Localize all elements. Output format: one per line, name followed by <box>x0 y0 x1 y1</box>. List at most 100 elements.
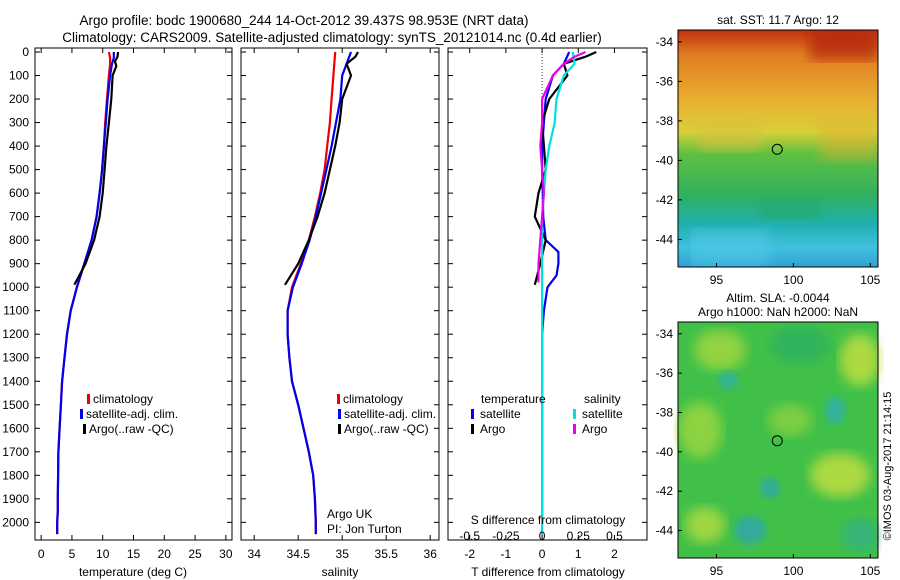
difference-panel: -2 -1 0 1 2 -0.5 -0.25 0 0.25 0.5 S difference fr… <box>447 47 648 579</box>
salinity-panel: 34 34.5 35 35.5 36 salinity climatology sate… <box>240 47 440 579</box>
x-tick-label: 25 <box>188 547 202 561</box>
x-tick-label: 15 <box>127 547 141 561</box>
sla-map-title-line2: Argo h1000: NaN h2000: NaN <box>698 305 858 319</box>
x-tick-label: -2 <box>464 547 475 561</box>
x-tick-label-salinity: -0.5 <box>459 529 480 543</box>
y-tick-label: 200 <box>9 92 29 106</box>
difference-legend-s-satellite: satellite <box>582 407 623 421</box>
difference-legend-s-argo: Argo <box>582 422 608 436</box>
legend-swatch-argo <box>338 424 341 434</box>
y-tick-label: 1300 <box>2 351 29 365</box>
legend-swatch-argo <box>83 424 86 434</box>
y-tick-label: 400 <box>9 139 29 153</box>
x-tick-label: 0 <box>38 547 45 561</box>
series-line-climatology <box>56 51 112 535</box>
map-x-tick-label: 95 <box>710 564 724 578</box>
y-tick-label: 1500 <box>2 398 29 412</box>
temperature-legend-argo: Argo(..raw -QC) <box>89 422 174 436</box>
series-line-argo-raw-qc- <box>73 51 120 286</box>
salinity-legend-satellite: satellite-adj. clim. <box>344 407 436 421</box>
header-line2: Climatology: CARS2009. Satellite-adjuste… <box>62 30 602 45</box>
salinity-legend: climatology satellite-adj. clim. Argo(..… <box>337 392 436 436</box>
map-x-tick-label: 105 <box>860 273 880 287</box>
salinity-annotation-line1: Argo UK <box>327 507 372 521</box>
temperature-legend-climatology: climatology <box>93 392 153 406</box>
header-line1: Argo profile: bodc 1900680_244 14-Oct-20… <box>79 13 528 28</box>
x-tick-label: 0 <box>539 547 546 561</box>
salinity-axes-frame <box>240 47 440 541</box>
legend-swatch-t-satellite <box>471 409 474 419</box>
salinity-xlabel: salinity <box>322 565 359 579</box>
difference-legend: temperature salinity satellite Argo sate… <box>471 392 623 436</box>
y-tick-label: 1600 <box>2 421 29 435</box>
temperature-legend-satellite: satellite-adj. clim. <box>86 407 178 421</box>
map-y-tick-label: -34 <box>656 35 674 49</box>
map-y-tick-label: -40 <box>656 153 674 167</box>
x-tick-label: 36 <box>424 547 438 561</box>
sst-map-argo-marker <box>771 143 783 155</box>
sst-map-texture <box>690 30 878 267</box>
series-line-satellite-adj-clim- <box>56 52 115 535</box>
x-tick-label: 2 <box>611 547 618 561</box>
series-line-argo-raw-qc- <box>284 51 359 286</box>
map-y-tick-label: -38 <box>656 114 674 128</box>
map-x-tick-label: 100 <box>783 273 803 287</box>
map-x-tick-label: 105 <box>860 564 880 578</box>
legend-swatch-climatology <box>337 394 340 404</box>
sst-map-frame <box>677 29 879 268</box>
x-tick-label: 10 <box>96 547 110 561</box>
series-line-argo <box>537 50 586 283</box>
x-tick-label-salinity: -0.25 <box>492 529 520 543</box>
sst-map-ticks: 95 100 105 -34 -36 -38 -40 -42 -44 <box>656 35 881 287</box>
difference-plot-area <box>533 48 597 540</box>
temperature-ticks: 0 5 10 15 20 25 300100200300400500600700800900… <box>2 45 233 561</box>
salinity-legend-argo: Argo(..raw -QC) <box>344 422 429 436</box>
credit-text: ©IMOS 03-Aug-2017 21:14:15 <box>882 392 894 541</box>
map-y-tick-label: -38 <box>656 405 674 419</box>
temperature-xlabel: temperature (deg C) <box>79 565 187 579</box>
difference-legend-t-argo: Argo <box>480 422 506 436</box>
y-tick-label: 0 <box>22 45 29 59</box>
temperature-panel: 0 5 10 15 20 25 300100200300400500600700800900… <box>2 45 233 579</box>
x-tick-label: 35.5 <box>375 547 399 561</box>
y-tick-label: 1800 <box>2 468 29 482</box>
series-line-argo <box>533 50 597 286</box>
difference-xlabel: T difference from climatology <box>471 565 625 579</box>
x-tick-label: 30 <box>219 547 233 561</box>
y-tick-label: 1900 <box>2 492 29 506</box>
sla-map-ticks: 95 100 105 -34 -36 -38 -40 -42 -44 <box>656 327 881 578</box>
x-tick-label: 34 <box>248 547 262 561</box>
difference-ticks: -2 -1 0 1 2 -0.5 -0.25 0 0.25 0.5 <box>448 48 647 561</box>
legend-swatch-s-argo <box>573 424 576 434</box>
map-y-tick-label: -36 <box>656 366 674 380</box>
y-tick-label: 1400 <box>2 374 29 388</box>
x-tick-label: 34.5 <box>287 547 311 561</box>
map-x-tick-label: 95 <box>710 273 724 287</box>
map-y-tick-label: -34 <box>656 327 674 341</box>
y-tick-label: 700 <box>9 210 29 224</box>
y-tick-label: 1700 <box>2 445 29 459</box>
temperature-plot-area <box>56 51 120 535</box>
map-y-tick-label: -36 <box>656 74 674 88</box>
y-tick-label: 100 <box>9 69 29 83</box>
x-tick-label: 1 <box>575 547 582 561</box>
salinity-ticks: 34 34.5 35 35.5 36 <box>241 48 439 561</box>
y-tick-label: 600 <box>9 186 29 200</box>
legend-swatch-s-satellite <box>573 409 576 419</box>
map-y-tick-label: -42 <box>656 193 674 207</box>
sst-map-title: sat. SST: 11.7 Argo: 12 <box>717 13 839 27</box>
sla-map-argo-marker <box>771 435 783 447</box>
salinity-legend-climatology: climatology <box>343 392 403 406</box>
map-x-tick-label: 100 <box>783 564 803 578</box>
map-y-tick-label: -44 <box>656 523 674 537</box>
y-tick-label: 300 <box>9 116 29 130</box>
temperature-axes-frame <box>34 47 233 541</box>
y-tick-label: 1000 <box>2 280 29 294</box>
x-tick-label: -1 <box>501 547 512 561</box>
difference-legend-t-satellite: satellite <box>480 407 521 421</box>
y-tick-label: 1100 <box>3 304 29 318</box>
legend-swatch-satellite <box>80 409 83 419</box>
y-tick-label: 900 <box>9 257 29 271</box>
series-line-satellite-adj-clim- <box>286 51 353 535</box>
sst-map: sat. SST: 11.7 Argo: 12 95 100 105 -34 -36 -3… <box>656 13 881 287</box>
